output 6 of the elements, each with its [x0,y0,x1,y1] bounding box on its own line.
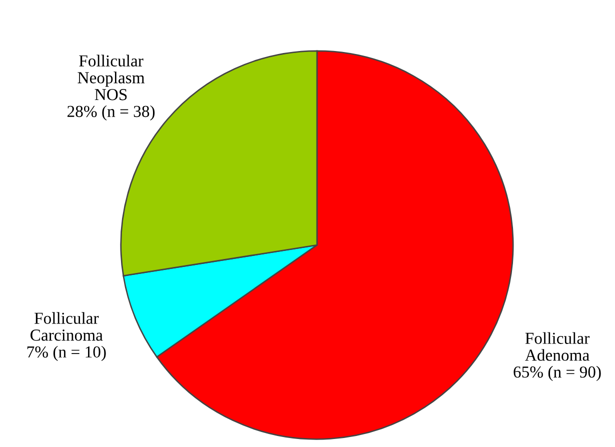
slice-label: Follicular Adenoma [525,332,590,361]
data-label: 7% (n = 10) [27,346,106,361]
data-label: 28% (n = 38) [68,105,155,120]
data-label: 65% (n = 90) [514,366,601,382]
slice-label: Follicular Neoplasm NOS [78,54,145,100]
slice-label: Follicular Carcinoma [30,312,103,341]
